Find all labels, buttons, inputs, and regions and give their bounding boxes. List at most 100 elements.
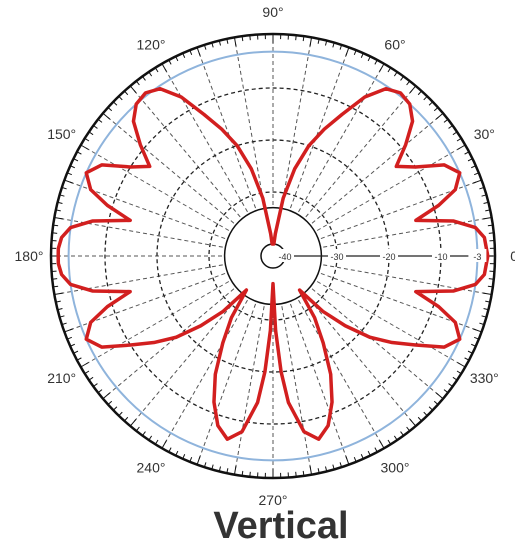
outer-tick [241, 36, 244, 42]
outer-tick [135, 80, 140, 86]
radial-tick-label: -3 [473, 252, 481, 262]
outer-tick [88, 376, 94, 381]
outer-tick [456, 137, 462, 142]
outer-tick [488, 232, 494, 234]
outer-tick [142, 431, 146, 436]
outer-tick [433, 107, 439, 112]
outer-tick [479, 186, 485, 190]
outer-tick [481, 194, 487, 197]
outer-tick [61, 186, 67, 190]
outer-tick [367, 450, 371, 456]
outer-tick [189, 457, 193, 463]
outer-tick [367, 56, 371, 62]
outer-tick [196, 47, 201, 57]
angle-label: 150° [47, 126, 76, 142]
angle-label: 120° [137, 37, 166, 53]
radial-tick-label: -20 [382, 252, 395, 262]
outer-tick [93, 125, 98, 129]
outer-tick [485, 209, 491, 212]
grid-spoke [83, 270, 248, 366]
outer-tick [148, 435, 153, 441]
outer-tick [118, 95, 123, 101]
radial-label-bg [276, 249, 294, 262]
angle-label: 300° [381, 459, 410, 475]
outer-tick [360, 454, 364, 460]
outer-tick [161, 63, 167, 72]
outer-tick [124, 416, 129, 422]
outer-tick [53, 285, 59, 288]
outer-tick [57, 308, 63, 311]
outer-tick [400, 76, 404, 81]
outer-tick [456, 370, 462, 375]
grid-spoke [287, 66, 383, 231]
outer-tick [467, 350, 473, 354]
outer-tick [112, 101, 118, 106]
outer-tick [73, 350, 79, 354]
outer-tick [129, 85, 137, 94]
outer-tick [54, 216, 64, 220]
pattern-series-line [56, 86, 490, 441]
outer-tick [309, 37, 313, 47]
outer-tick [353, 49, 357, 55]
outer-tick [241, 470, 244, 476]
series-layer [56, 86, 490, 441]
outer-tick [309, 465, 313, 475]
outer-tick [226, 468, 229, 474]
outer-tick [471, 343, 477, 347]
outer-tick [464, 151, 470, 155]
outer-tick [112, 406, 118, 411]
outer-tick [107, 107, 113, 112]
angle-label: 240° [137, 459, 166, 475]
outer-tick [80, 144, 89, 150]
outer-tick [84, 370, 90, 375]
outer-tick [196, 455, 201, 465]
outer-tick [374, 447, 378, 453]
grid-spoke [301, 265, 479, 332]
outer-tick [428, 406, 434, 411]
outer-tick [487, 224, 493, 227]
outer-tick [69, 343, 75, 347]
outer-tick [345, 455, 350, 465]
grid-spoke [282, 284, 349, 462]
outer-tick [482, 292, 492, 296]
outer-tick [218, 466, 221, 472]
grid-spoke [295, 115, 441, 238]
outer-tick [483, 201, 489, 204]
outer-tick [55, 300, 61, 303]
outer-tick [452, 376, 458, 381]
radial-label-bg [380, 249, 398, 262]
grid-spoke [298, 146, 463, 242]
outer-tick [295, 35, 297, 41]
grid-spoke [163, 281, 259, 446]
outer-tick [168, 59, 172, 65]
outer-tick [211, 464, 214, 470]
outer-tick [406, 80, 411, 86]
outer-tick [59, 194, 65, 197]
radial-label-bg [328, 249, 346, 262]
outer-tick [472, 328, 482, 333]
outer-tick [400, 431, 404, 436]
outer-tick [406, 426, 411, 432]
outer-tick [345, 47, 350, 57]
outer-tick [55, 209, 61, 212]
grid-spoke [83, 146, 248, 242]
outer-tick [66, 172, 72, 176]
grid-spoke [197, 284, 264, 462]
grid-spoke [298, 270, 463, 366]
outer-tick [97, 118, 103, 123]
outer-tick [148, 71, 153, 77]
outer-tick [488, 278, 494, 280]
outer-tick [387, 67, 392, 73]
outer-tick [135, 426, 140, 432]
outer-tick [189, 49, 193, 55]
outer-tick [64, 328, 74, 333]
outer-tick [203, 44, 207, 50]
outer-tick [302, 36, 305, 42]
outer-tick [409, 85, 417, 94]
outer-tick [226, 38, 229, 44]
radial-tick-label: -30 [330, 252, 343, 262]
outer-tick [57, 201, 63, 204]
grid-spoke [277, 285, 312, 471]
outer-tick [474, 336, 480, 340]
outer-tick [142, 76, 146, 81]
